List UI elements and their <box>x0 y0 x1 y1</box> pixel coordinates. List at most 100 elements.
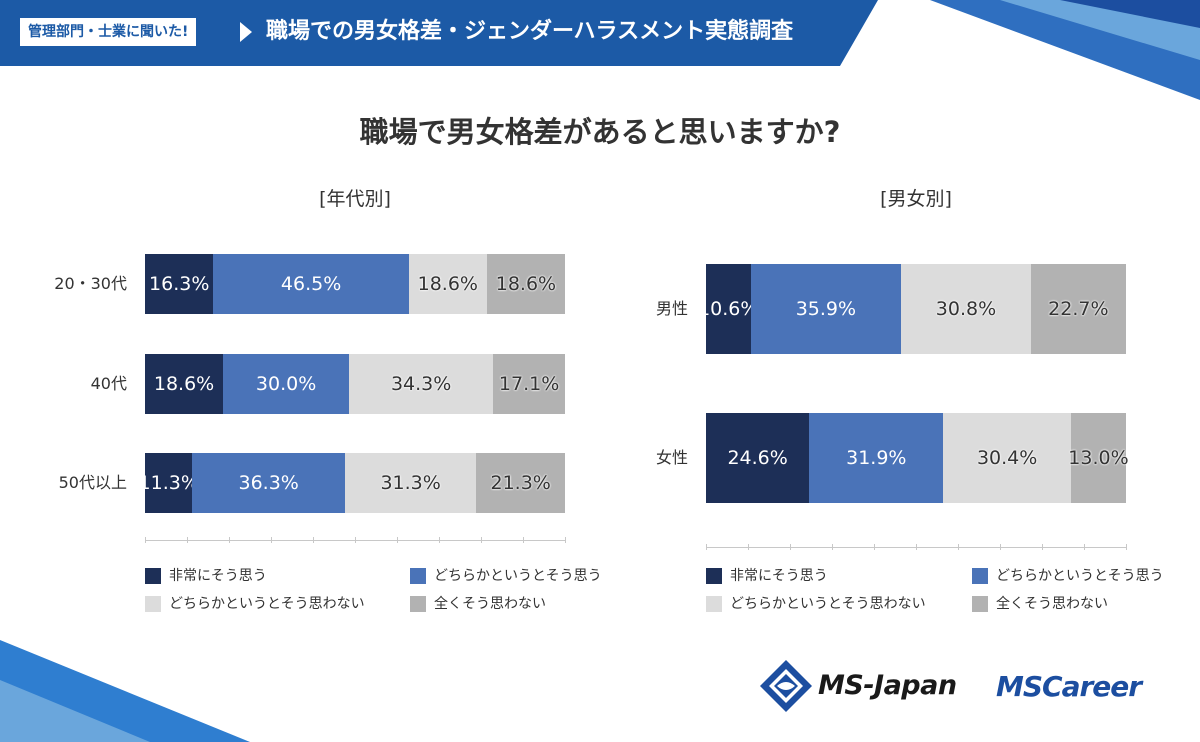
bar-value-label: 46.5% <box>280 273 342 295</box>
legend-swatch <box>145 596 161 612</box>
chart-gender-title: [男女別] <box>880 188 952 210</box>
header-title: 職場での男女格差・ジェンダーハラスメント実態調査 <box>266 19 794 44</box>
legend-label: 全くそう思わない <box>996 596 1108 612</box>
x-axis-tick <box>229 537 230 543</box>
header-band <box>0 0 878 66</box>
x-axis-tick <box>1000 544 1001 550</box>
legend-item: 非常にそう思う <box>706 566 956 586</box>
msjapan-logo: MS-Japan <box>760 656 980 718</box>
header-tag-arrow-icon <box>240 22 252 42</box>
bar-segment <box>943 413 1071 503</box>
legend-swatch <box>410 596 426 612</box>
bar-value-label: 22.7% <box>1048 298 1109 320</box>
main-title: 職場で男女格差があると思いますか? <box>359 115 841 149</box>
x-axis-tick <box>397 537 398 543</box>
legend-swatch <box>706 568 722 584</box>
bar-segment <box>476 453 565 513</box>
x-axis-tick <box>832 544 833 550</box>
x-axis-tick <box>439 537 440 543</box>
x-axis-tick <box>958 544 959 550</box>
legend-label: 全くそう思わない <box>434 596 546 612</box>
bar-segment <box>349 354 494 414</box>
bar-value-label: 30.4% <box>976 447 1038 469</box>
bar-segment <box>750 264 902 354</box>
legend-label: どちらかというとそう思わない <box>169 596 365 612</box>
bar-segment <box>223 354 350 414</box>
bar-value-label: 13.0% <box>1068 447 1129 469</box>
legend-item: どちらかというとそう思う <box>972 566 1200 586</box>
bar-segment <box>486 254 565 314</box>
legend-item: どちらかというとそう思わない <box>706 594 956 614</box>
bar-segment <box>1070 413 1126 503</box>
category-label: 20・30代 <box>54 274 127 293</box>
bar-segment <box>809 413 944 503</box>
legend-label: どちらかというとそう思う <box>434 568 602 584</box>
msjapan-diamond-icon <box>760 660 812 712</box>
bar-segment <box>145 453 193 513</box>
bar-segment <box>408 254 487 314</box>
x-axis-tick <box>706 544 707 550</box>
category-label: 50代以上 <box>58 473 127 492</box>
bar-segment <box>145 354 224 414</box>
legend-item: 全くそう思わない <box>410 594 660 614</box>
bar-value-label: 35.9% <box>795 298 857 320</box>
chart-age-title: [年代別] <box>319 188 391 210</box>
bar-segment <box>901 264 1031 354</box>
legend-item: 非常にそう思う <box>145 566 395 586</box>
legend-swatch <box>706 596 722 612</box>
bar-value-label: 30.0% <box>255 373 317 395</box>
bar-value-label: 18.6% <box>417 273 478 295</box>
x-axis-tick <box>1126 544 1127 550</box>
x-axis-tick <box>523 537 524 543</box>
x-axis-tick <box>565 537 566 543</box>
x-axis-tick <box>187 537 188 543</box>
bar-value-label: 11.3% <box>138 472 199 494</box>
bar-segment <box>706 413 810 503</box>
mscareer-logo: MSCareer <box>996 670 1142 703</box>
bottom-left-stripe-light <box>0 680 150 742</box>
bar-segment <box>706 264 751 354</box>
legend-item: 全くそう思わない <box>972 594 1200 614</box>
x-axis-tick <box>313 537 314 543</box>
legend-label: 非常にそう思う <box>730 568 828 584</box>
bar-value-label: 18.6% <box>495 273 557 295</box>
header-background <box>0 0 878 66</box>
bar-value-label: 30.8% <box>935 298 997 320</box>
bar-value-label: 21.3% <box>490 472 551 494</box>
x-axis-tick <box>916 544 917 550</box>
header-tag: 管理部門・士業に聞いた! <box>20 18 197 46</box>
x-axis-tick <box>874 544 875 550</box>
x-axis-tick <box>1042 544 1043 550</box>
bar-segment <box>1030 264 1126 354</box>
category-label: 男性 <box>655 299 688 318</box>
x-axis-tick <box>748 544 749 550</box>
bar-segment <box>192 453 345 513</box>
legend-item: どちらかというとそう思わない <box>145 594 395 614</box>
top-right-stripe-accent <box>1060 0 1200 28</box>
category-label: 女性 <box>655 448 688 467</box>
x-axis-tick <box>271 537 272 543</box>
legend-label: どちらかというとそう思わない <box>730 596 926 612</box>
legend-swatch <box>972 596 988 612</box>
category-label: 40代 <box>90 374 127 393</box>
bar-value-label: 31.3% <box>380 472 441 494</box>
bar-value-label: 36.3% <box>238 472 299 494</box>
legend-swatch <box>410 568 426 584</box>
bar-value-label: 16.3% <box>149 273 210 295</box>
bar-segment <box>145 254 214 314</box>
bar-segment <box>344 453 477 513</box>
legend-item: どちらかというとそう思う <box>410 566 660 586</box>
bar-segment <box>213 254 409 314</box>
legend-label: どちらかというとそう思う <box>996 568 1164 584</box>
x-axis-tick <box>145 537 146 543</box>
bar-segment <box>493 354 565 414</box>
x-axis-tick <box>790 544 791 550</box>
header-bar: 管理部門・士業に聞いた! 職場での男女格差・ジェンダーハラスメント実態調査 <box>0 0 1200 66</box>
legend-swatch <box>972 568 988 584</box>
legend-swatch <box>145 568 161 584</box>
bar-value-label: 31.9% <box>846 447 907 469</box>
bar-value-label: 18.6% <box>153 373 215 395</box>
bar-value-label: 24.6% <box>727 447 788 469</box>
